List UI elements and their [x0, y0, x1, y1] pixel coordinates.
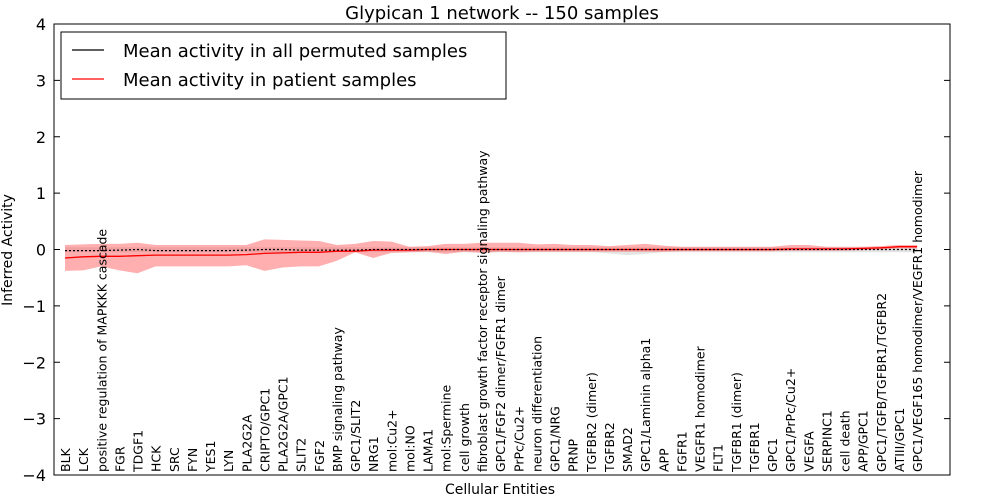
legend-box	[60, 31, 507, 100]
x-tick-label: BLK	[58, 447, 73, 472]
x-tick-label: TDGF1	[131, 430, 146, 473]
x-tick-label: FYN	[185, 448, 200, 472]
x-tick-label: FGF2	[312, 440, 327, 472]
x-tick-label: VEGFR1 homodimer	[693, 345, 708, 472]
x-tick-label: fibroblast growth factor receptor signal…	[475, 150, 490, 472]
x-tick-label: FLT1	[711, 444, 726, 472]
x-tick-label: VEGFA	[801, 431, 816, 472]
x-axis-label: Cellular Entities	[445, 482, 555, 498]
x-tick-label: neuron differentiation	[529, 336, 544, 472]
x-tick-label: GPC1/SLIT2	[348, 400, 363, 472]
x-tick-label: GPC1	[765, 438, 780, 472]
x-tick-label: GPC1/VEGF165 homodimer/VEGFR1 homodimer	[910, 170, 925, 472]
x-tick-label: CRIPTO/GPC1	[257, 388, 272, 472]
x-tick-label: TGFBR1	[747, 422, 762, 473]
x-tick-label: TGFBR2 (dimer)	[584, 372, 599, 473]
x-tick-label: PRNP	[566, 438, 581, 472]
x-tick-label: ATIII/GPC1	[892, 408, 907, 472]
x-tick-label: TGFBR2	[602, 422, 617, 473]
x-tick-label: mol:Spermine	[439, 384, 454, 472]
x-tick-label: PrPc/Cu2+	[511, 406, 526, 472]
x-tick-label: SMAD2	[620, 427, 635, 472]
x-tick-label: mol:NO	[402, 425, 417, 472]
legend-label-permuted: Mean activity in all permuted samples	[123, 41, 467, 62]
x-tick-label: BMP signaling pathway	[330, 327, 345, 472]
x-tick-label: HCK	[149, 445, 164, 472]
x-tick-label: APP	[656, 448, 671, 472]
y-tick-label: −2	[22, 353, 46, 372]
x-tick-label: NRG1	[366, 436, 381, 472]
x-tick-label: cell growth	[457, 403, 472, 472]
y-axis-label: Inferred Activity	[0, 194, 16, 306]
x-tick-label: LYN	[221, 450, 236, 472]
x-tick-label: GPC1/NRG	[548, 406, 563, 472]
x-tick-label: GPC1/FGF2 dimer/FGFR1 dimer	[493, 275, 508, 472]
x-tick-label: LAMA1	[421, 429, 436, 472]
x-tick-label: SERPINC1	[819, 410, 834, 472]
x-tick-label: APP/GPC1	[856, 410, 871, 472]
x-tick-label: positive regulation of MAPKKK cascade	[94, 229, 109, 472]
x-tick-label: cell death	[838, 410, 853, 472]
x-tick-label: GPC1/PrPc/Cu2+	[783, 368, 798, 472]
y-tick-label: 1	[36, 184, 46, 203]
y-tick-label: −4	[22, 466, 46, 485]
x-tick-label: PLA2G2A	[239, 414, 254, 472]
legend-label-patient: Mean activity in patient samples	[123, 70, 417, 91]
x-tick-label: GPC1/Laminin alpha1	[638, 338, 653, 472]
x-tick-label: LCK	[76, 447, 91, 472]
line-patient	[64, 246, 918, 259]
x-tick-label: SLIT2	[294, 438, 309, 472]
x-tick-label: PLA2G2A/GPC1	[276, 376, 291, 472]
x-tick-label: SRC	[167, 447, 182, 472]
x-tick-label: YES1	[203, 441, 218, 473]
y-tick-label: −1	[22, 297, 46, 316]
legend: Mean activity in all permuted samples Me…	[60, 31, 507, 100]
y-tick-label: 3	[36, 71, 46, 90]
y-tick-label: 4	[36, 15, 46, 34]
x-tick-label: FGR	[112, 446, 127, 472]
x-tick-label: GPC1/TGFB/TGFBR1/TGFBR2	[874, 293, 889, 472]
x-tick-label: mol:Cu2+	[384, 409, 399, 472]
y-tick-label: −3	[22, 410, 46, 429]
x-tick-label: FGFR1	[674, 431, 689, 472]
chart-title: Glypican 1 network -- 150 samples	[345, 3, 659, 24]
x-tick-label: TGFBR1 (dimer)	[729, 372, 744, 473]
y-tick-label: 2	[36, 128, 46, 147]
y-tick-label: 0	[36, 241, 46, 260]
band-patient	[65, 239, 918, 274]
